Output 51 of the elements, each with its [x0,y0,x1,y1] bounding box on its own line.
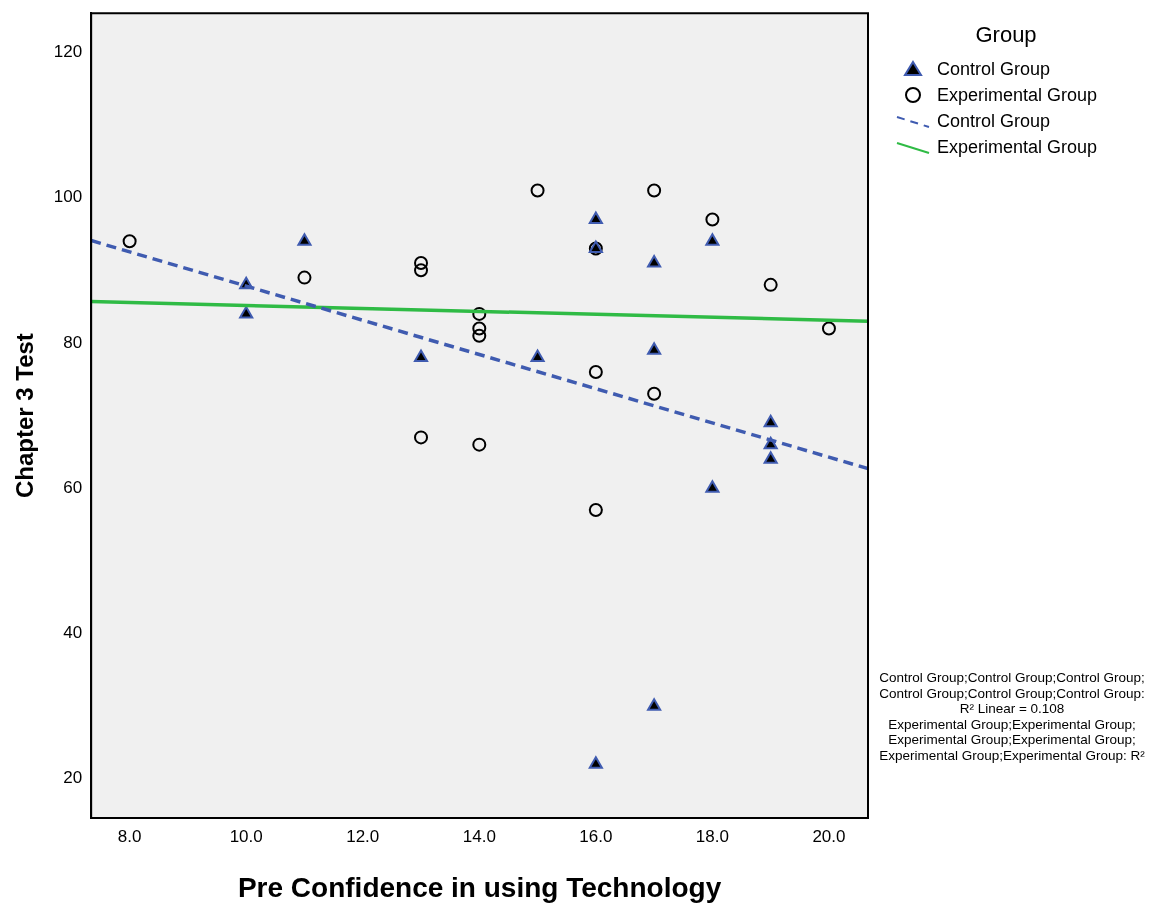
point [705,480,720,493]
x-tick-label: 18.0 [695,826,729,846]
legend-label: Experimental Group [937,84,1098,106]
y-tick-label: 40 [63,623,83,643]
point [239,305,254,319]
point [588,211,603,224]
y-tick-label: 80 [63,332,83,352]
x-tick-label: 20.0 [812,826,846,846]
x-tick-label: 10.0 [229,826,263,846]
x-tick-label: 16.0 [579,826,613,846]
x-tick-label: 8.0 [117,826,142,846]
point [472,328,487,343]
y-tick-label: 120 [53,42,83,62]
point [297,233,312,246]
point [647,386,662,401]
point [414,430,429,445]
x-tick-label: 14.0 [462,826,496,846]
point [414,256,429,271]
point [763,451,778,464]
point [472,437,487,452]
point [297,270,312,285]
legend-title: Group [974,22,1038,48]
point [588,365,603,380]
y-tick-label: 100 [53,187,83,207]
point [413,349,429,362]
point [122,234,137,249]
point [647,255,662,268]
point [588,503,603,518]
point [705,233,720,246]
legend-label: Experimental Group [937,136,1098,158]
point [763,277,778,292]
x-tick-label: 12.0 [346,826,380,846]
point [414,263,429,278]
point [472,321,487,336]
point [472,306,487,321]
point [647,183,662,198]
point [647,342,662,355]
point [588,756,603,769]
y-tick-label: 60 [63,477,83,497]
y-axis-title: Chapter 3 Test [11,333,39,499]
point [647,698,662,711]
y-tick-label: 20 [63,768,83,788]
legend-label: Control Group [937,58,1051,80]
point [763,414,778,428]
text: Control Group;Control Group;Control Group; Control Group;Control Group;Control Group: R² Linear = 0.108 Experimental Group;Experimental Group; Experimental Group;Experimental Group; Experimental Group;Experimental Group: R² [879,670,1146,763]
x-axis-title: Pre Confidence in using Technology [237,871,722,903]
legend-label: Control Group [937,110,1051,132]
point [821,321,836,336]
point [705,212,720,227]
point [530,183,545,198]
point [530,349,545,362]
